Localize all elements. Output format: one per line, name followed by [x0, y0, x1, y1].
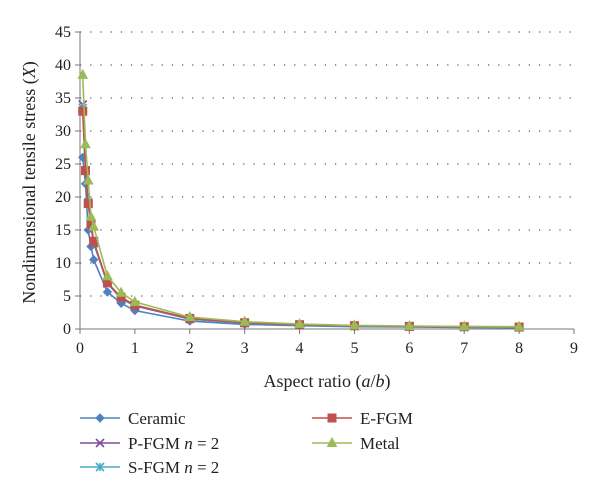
legend-label: S-FGM n = 2 — [128, 458, 219, 477]
legend-marker — [95, 438, 105, 448]
x-tick-label: 6 — [405, 340, 413, 357]
data-point — [102, 270, 113, 281]
data-point — [404, 319, 415, 331]
legend-marker — [326, 436, 338, 447]
data-point — [78, 106, 88, 116]
x-tick-label: 0 — [76, 340, 84, 357]
y-tick-label: 45 — [55, 24, 71, 41]
y-axis-title: Nondimensional tensile stress (X) — [19, 61, 40, 303]
data-point — [184, 311, 196, 322]
data-point — [77, 68, 89, 79]
series-line-1 — [81, 157, 520, 329]
legend-marker — [95, 462, 105, 472]
series-line-2 — [81, 104, 520, 329]
series-line-3 — [81, 107, 520, 329]
data-point — [294, 317, 305, 329]
legend-marker — [95, 413, 105, 423]
x-tick-label: 5 — [350, 340, 358, 357]
y-tick-label: 5 — [63, 288, 71, 305]
x-tick-label: 4 — [296, 340, 304, 357]
legend-label: E-FGM — [360, 409, 413, 428]
data-point — [458, 320, 470, 331]
x-axis-title: Aspect ratio (a/b) — [264, 371, 391, 392]
legend-label: P-FGM n = 2 — [128, 434, 219, 453]
y-tick-label: 0 — [63, 321, 71, 338]
y-tick-label: 35 — [55, 90, 71, 107]
data-point — [102, 287, 113, 297]
x-tick-label: 8 — [515, 340, 523, 357]
data-point — [129, 295, 141, 306]
y-tick-label: 20 — [55, 189, 71, 206]
data-point — [83, 199, 93, 209]
data-point — [80, 138, 91, 149]
legend-label: Ceramic — [128, 409, 186, 428]
data-point — [115, 286, 127, 297]
y-tick-label: 30 — [55, 123, 71, 140]
legend-label: Metal — [360, 434, 400, 453]
data-point — [239, 315, 250, 326]
series-line-4 — [81, 111, 520, 328]
data-point — [82, 174, 94, 185]
x-tick-label: 9 — [570, 340, 578, 357]
data-point — [80, 166, 90, 176]
y-tick-label: 25 — [55, 156, 71, 173]
y-tick-label: 40 — [55, 57, 71, 74]
data-point — [88, 220, 100, 231]
y-tick-label: 10 — [55, 255, 71, 272]
legend-marker — [327, 413, 337, 423]
data-point — [85, 210, 97, 221]
data-point — [349, 319, 360, 330]
x-tick-label: 2 — [186, 340, 194, 357]
series-line-5 — [81, 74, 520, 328]
x-tick-label: 1 — [131, 340, 139, 357]
y-tick-label: 15 — [55, 222, 71, 239]
x-tick-label: 3 — [241, 340, 249, 357]
x-tick-label: 7 — [460, 340, 468, 357]
data-point — [89, 254, 99, 265]
data-point — [513, 320, 525, 331]
